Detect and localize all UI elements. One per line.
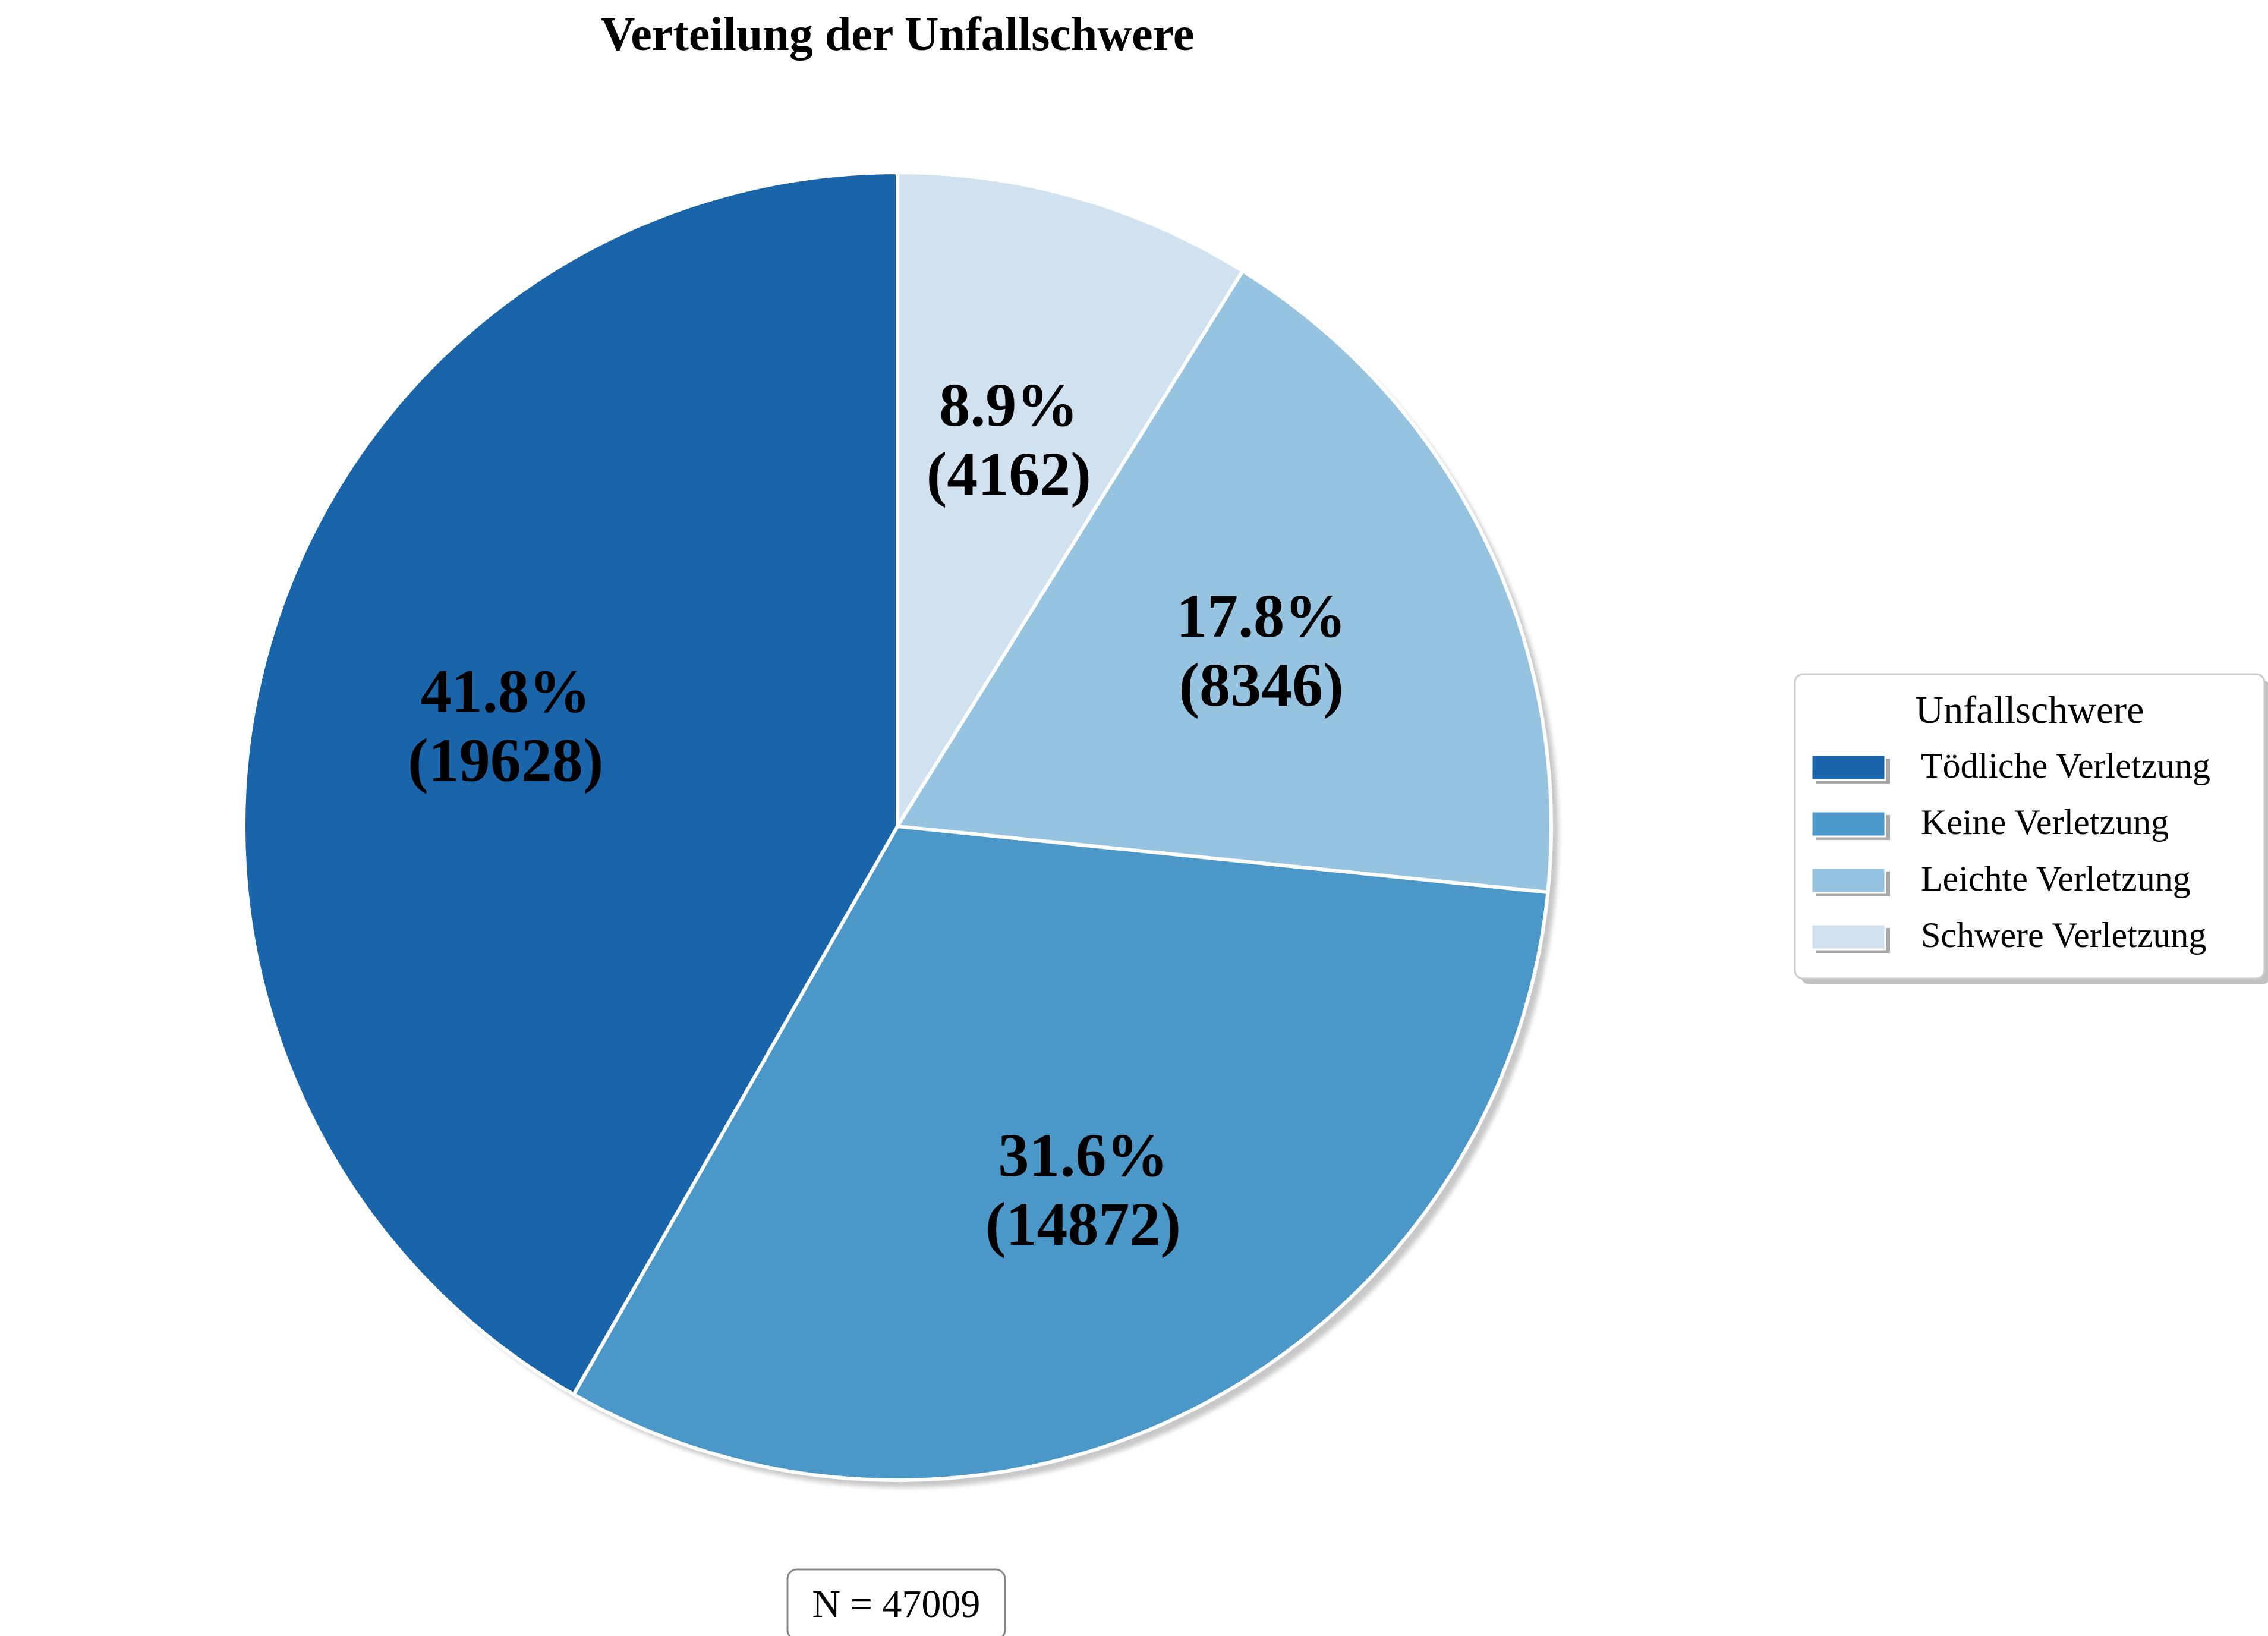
legend-item-label: Schwere Verletzung [1921,915,2206,955]
footnote-text: N = 47009 [812,1582,981,1626]
chart-title: Verteilung der Unfallschwere [601,8,1194,61]
footnote-box: N = 47009 [786,1568,1006,1636]
legend-items: Tödliche Verletzung Keine Verletzung Leich… [1810,746,2210,955]
slice-count-label: (4162) [927,440,1091,508]
legend-swatch [1810,923,1886,951]
pie-slice-3 [242,171,899,1396]
pie-slices [242,171,1553,1482]
slice-percent-label: 41.8% [421,657,591,725]
legend-item-label: Keine Verletzung [1921,803,2169,842]
slice-count-label: (19628) [408,726,603,794]
legend-item-label: Leichte Verletzung [1921,859,2191,898]
slice-percent-label: 8.9% [939,371,1078,439]
slice-count-label: (14872) [985,1190,1181,1259]
legend-swatch [1810,754,1886,781]
slice-percent-label: 17.8% [1176,582,1346,650]
legend-swatch [1810,867,1886,894]
pie-labels: 8.9%(4162) 17.8%(8346) 31.6%(14872) 41.8%(1… [408,371,1346,1259]
pie-slice-2 [572,825,1550,1482]
pie-slice-1 [896,269,1553,894]
legend-item-label: Tödliche Verletzung [1921,746,2210,785]
legend-title: Unfallschwere [1916,688,2144,732]
legend-box [1794,673,2266,980]
pie-slice-0 [896,171,1245,828]
legend: Unfallschwere Tödliche Verletzung Keine V… [1794,673,2268,984]
footnote-frame [786,1568,1006,1636]
slice-count-label: (8346) [1179,651,1343,719]
legend-swatch [1810,810,1886,838]
slice-percent-label: 31.6% [998,1121,1168,1190]
